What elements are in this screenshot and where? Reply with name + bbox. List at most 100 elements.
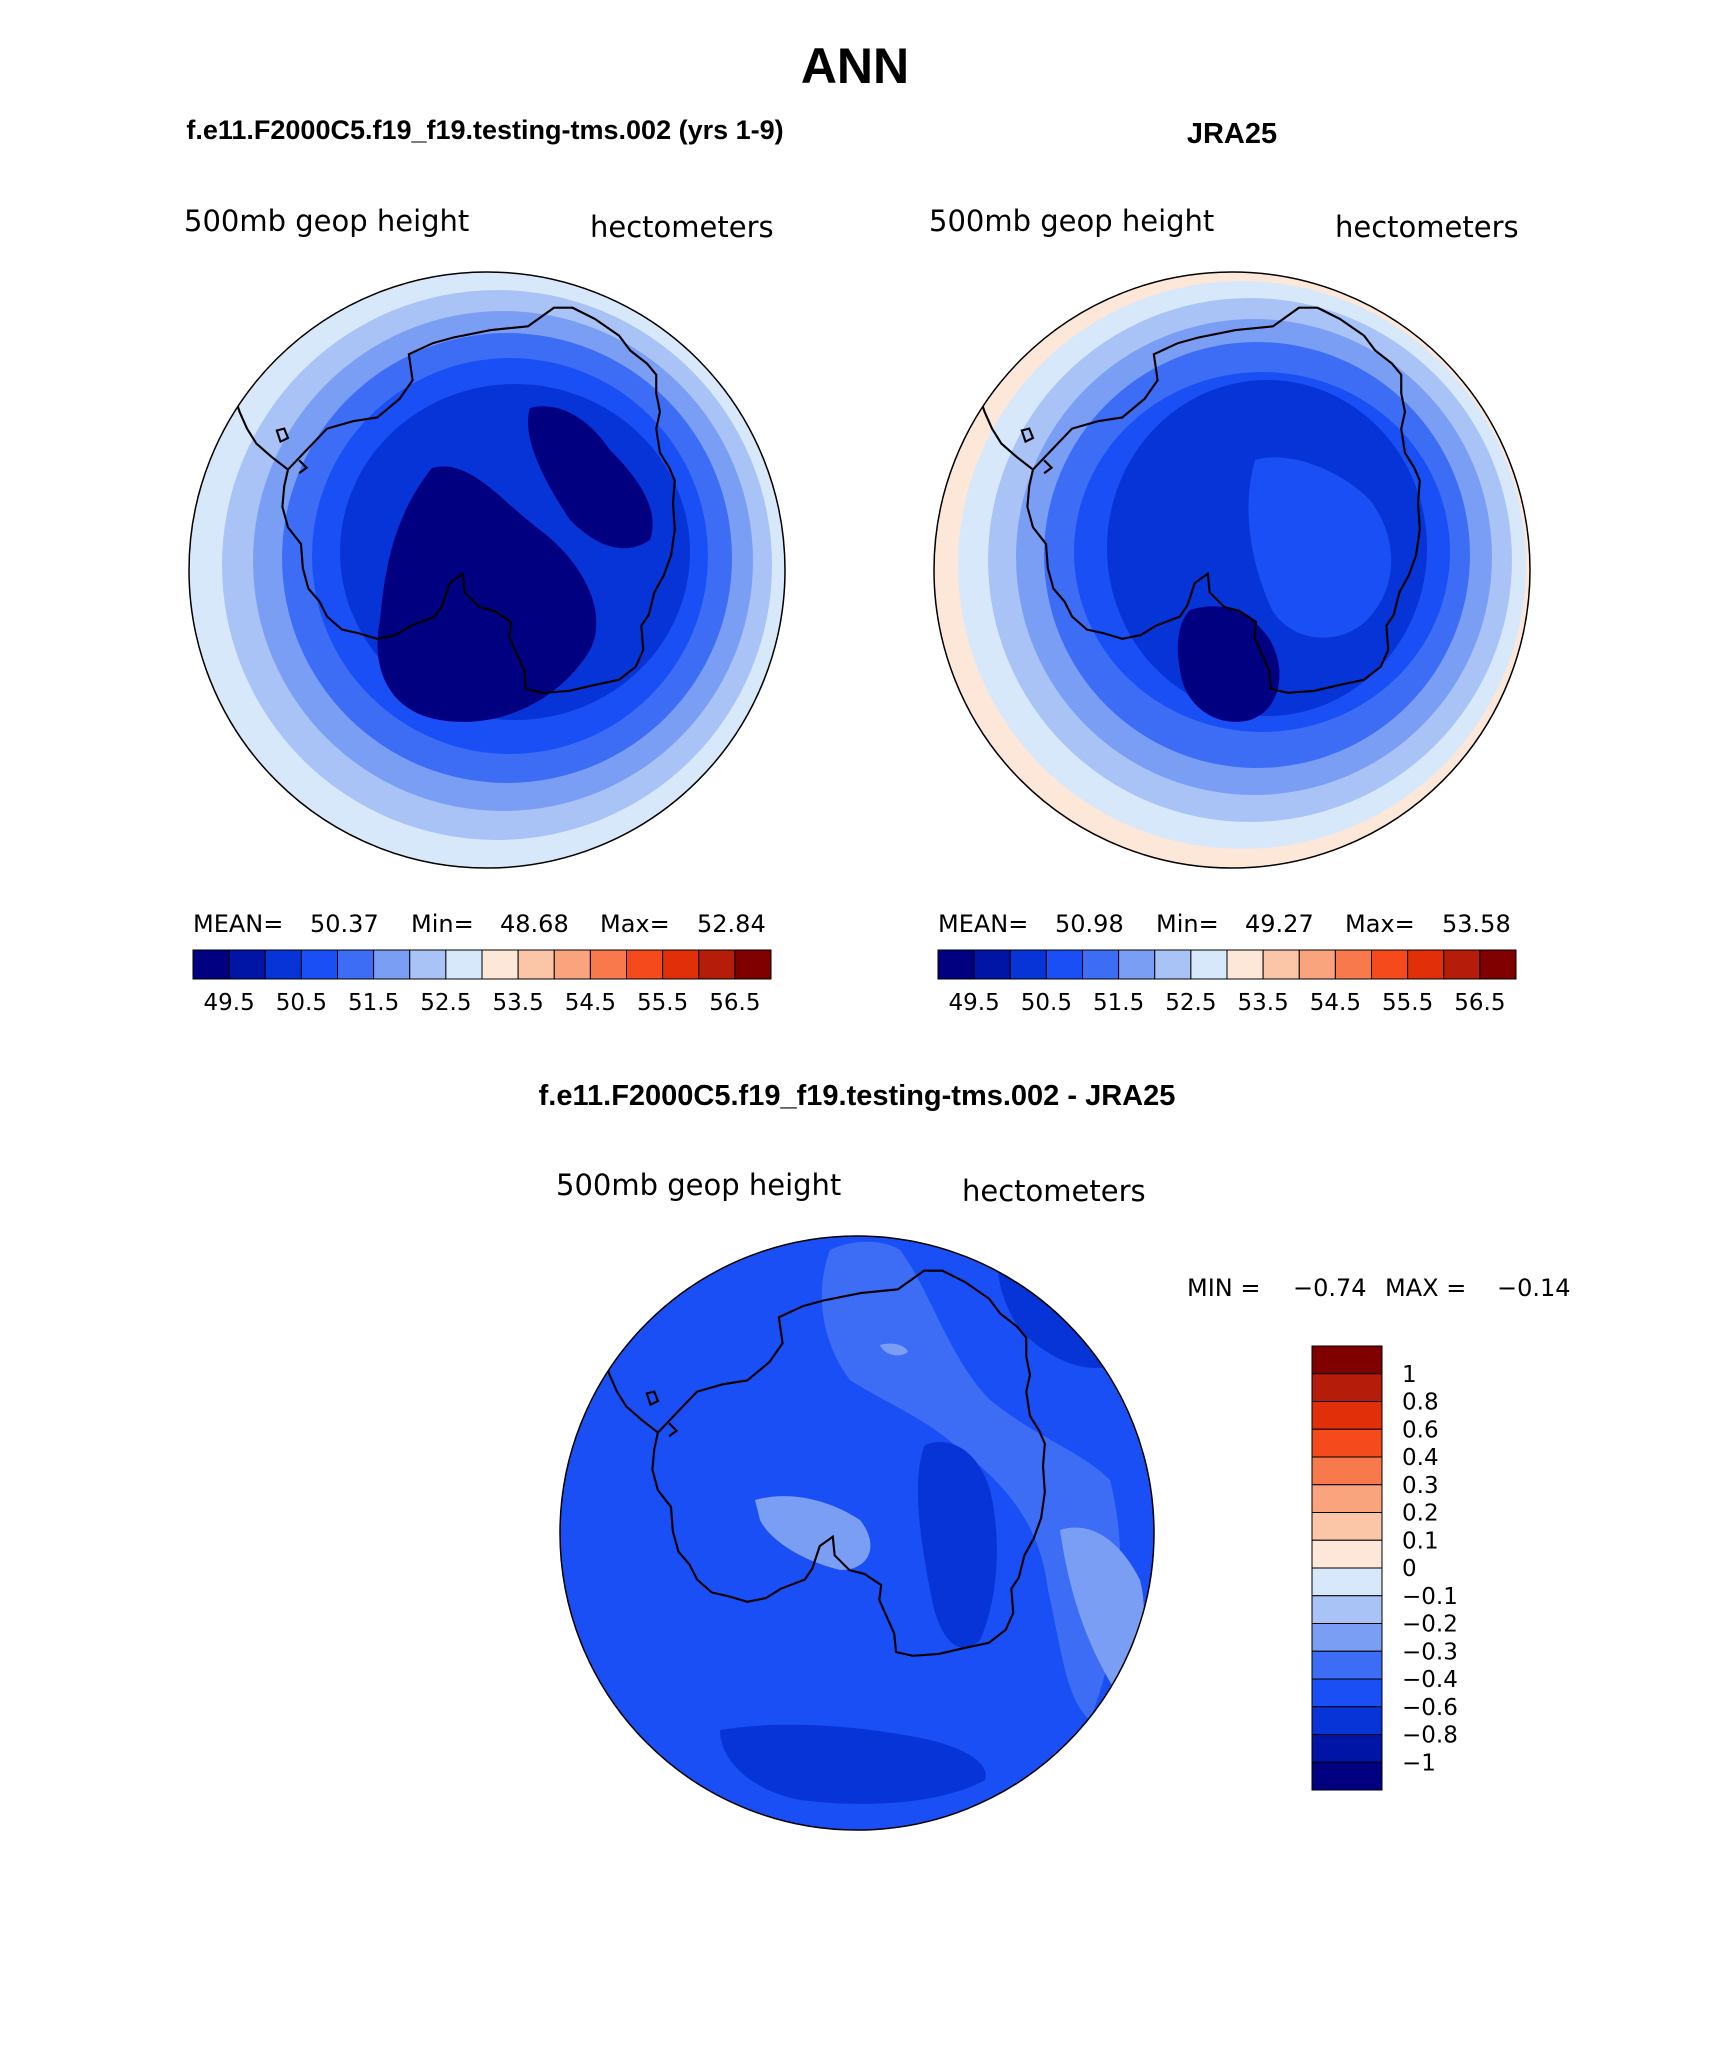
model-variable-label: 500mb geop height	[184, 204, 469, 238]
diff-panel-title: f.e11.F2000C5.f19_f19.testing-tms.002 - …	[539, 1080, 1176, 1112]
diff-minmax: MIN = −0.74 MAX = −0.14	[1187, 1274, 1571, 1302]
model-colorbar-swatch	[300, 949, 338, 980]
obs-colorbar-tick-label: 54.5	[1310, 990, 1361, 1016]
model-polar-map	[189, 272, 785, 868]
obs-colorbar-tick-label: 52.5	[1165, 990, 1216, 1016]
obs-colorbar-swatch	[1407, 949, 1445, 980]
obs-colorbar-swatch	[1118, 949, 1156, 980]
diff-colorbar-swatch	[1311, 1706, 1383, 1735]
obs-colorbar-tick-label: 49.5	[949, 990, 1000, 1016]
diff-colorbar-swatch	[1311, 1373, 1383, 1402]
model-colorbar-tick-label: 49.5	[204, 990, 255, 1016]
model-colorbar-tick-label: 52.5	[420, 990, 471, 1016]
model-colorbar-tick-label: 54.5	[565, 990, 616, 1016]
obs-colorbar-swatch	[973, 949, 1011, 980]
model-colorbar-swatch	[192, 949, 230, 980]
diff-colorbar-tick-label: −0.6	[1402, 1695, 1458, 1721]
obs-mean-value: 50.98	[1055, 910, 1124, 938]
model-colorbar-swatch	[589, 949, 627, 980]
obs-min-value: 49.27	[1245, 910, 1314, 938]
obs-colorbar: 49.5 50.5 51.5 52.5 53.5 54.5 55.5 56.5	[937, 949, 1517, 1016]
diff-colorbar-swatch	[1311, 1595, 1383, 1624]
model-stats: MEAN= 50.37 Min= 48.68 Max= 52.84	[193, 910, 766, 938]
model-colorbar-tick-label: 55.5	[637, 990, 688, 1016]
model-colorbar-tick-label: 50.5	[276, 990, 327, 1016]
diff-colorbar-swatch	[1311, 1401, 1383, 1430]
diff-colorbar-tick-label: 0	[1402, 1556, 1417, 1582]
obs-colorbar-tick-label: 51.5	[1093, 990, 1144, 1016]
diff-colorbar-tick-label: −0.2	[1402, 1612, 1458, 1638]
diff-colorbar-swatch	[1311, 1345, 1383, 1375]
obs-colorbar-tick-label: 53.5	[1238, 990, 1289, 1016]
obs-colorbar-swatch	[1045, 949, 1083, 980]
obs-colorbar-swatch	[1334, 949, 1372, 980]
diff-colorbar-swatch	[1311, 1678, 1383, 1708]
model-colorbar-swatch	[517, 949, 555, 980]
diff-colorbar-tick-label: −0.3	[1402, 1639, 1458, 1665]
diff-colorbar-tick-label: 0.1	[1402, 1528, 1439, 1554]
obs-colorbar-swatch	[1371, 949, 1409, 980]
model-colorbar-swatch	[373, 949, 411, 980]
obs-colorbar-tick-label: 50.5	[1021, 990, 1072, 1016]
obs-colorbar-tick-label: 56.5	[1454, 990, 1505, 1016]
obs-colorbar-swatch	[1262, 949, 1300, 980]
diff-colorbar: 10.80.60.40.30.20.10−0.1−0.2−0.3−0.4−0.6…	[1311, 1345, 1458, 1791]
model-colorbar-tick-label: 56.5	[709, 990, 760, 1016]
model-colorbar-swatch	[662, 949, 700, 980]
diff-colorbar-swatch	[1311, 1623, 1383, 1652]
diff-max-label: MAX =	[1385, 1274, 1466, 1302]
obs-colorbar-swatch	[937, 949, 975, 980]
model-colorbar-swatch	[337, 949, 375, 980]
model-colorbar-tick-label: 53.5	[493, 990, 544, 1016]
diff-min-label: MIN =	[1187, 1274, 1260, 1302]
diff-colorbar-tick-label: −0.8	[1402, 1723, 1458, 1749]
model-colorbar-tick-label: 51.5	[348, 990, 399, 1016]
diff-colorbar-swatch	[1311, 1539, 1383, 1569]
diff-colorbar-tick-label: 0.4	[1402, 1445, 1439, 1471]
diff-colorbar-swatch	[1311, 1734, 1383, 1763]
diff-map-border	[559, 1235, 1155, 1831]
diff-colorbar-tick-label: 1	[1402, 1362, 1417, 1388]
model-colorbar-swatch	[734, 949, 772, 980]
obs-colorbar-swatch	[1479, 949, 1517, 980]
model-mean-label: MEAN=	[193, 910, 283, 938]
model-colorbar-swatch	[553, 949, 591, 980]
model-colorbar-swatch	[264, 949, 302, 980]
obs-units-label: hectometers	[1335, 210, 1519, 244]
obs-polar-map	[934, 272, 1530, 868]
diff-colorbar-tick-label: 0.8	[1402, 1390, 1439, 1416]
diff-colorbar-swatch	[1311, 1761, 1383, 1791]
obs-max-value: 53.58	[1442, 910, 1511, 938]
obs-colorbar-swatch	[1009, 949, 1047, 980]
obs-mean-label: MEAN=	[938, 910, 1028, 938]
model-min-label: Min=	[411, 910, 474, 938]
diff-colorbar-tick-label: 0.6	[1402, 1417, 1439, 1443]
obs-colorbar-swatch	[1298, 949, 1336, 980]
obs-colorbar-swatch	[1226, 949, 1264, 980]
diff-max-value: −0.14	[1497, 1274, 1571, 1302]
diff-colorbar-tick-label: −0.1	[1402, 1584, 1458, 1610]
obs-colorbar-swatch	[1082, 949, 1120, 980]
obs-variable-label: 500mb geop height	[929, 204, 1214, 238]
model-colorbar-swatch	[445, 949, 483, 980]
obs-colorbar-swatch	[1154, 949, 1192, 980]
model-colorbar-swatch	[409, 949, 447, 980]
model-colorbar-swatch	[698, 949, 736, 980]
main-title: ANN	[801, 38, 909, 94]
diff-min-value: −0.74	[1293, 1274, 1367, 1302]
diff-colorbar-swatch	[1311, 1512, 1383, 1541]
model-colorbar-swatch	[228, 949, 266, 980]
model-units-label: hectometers	[590, 210, 774, 244]
diff-colorbar-swatch	[1311, 1484, 1383, 1513]
model-panel-title: f.e11.F2000C5.f19_f19.testing-tms.002 (y…	[186, 115, 783, 145]
obs-map-border	[933, 271, 1531, 869]
diff-colorbar-tick-label: −1	[1402, 1750, 1436, 1776]
model-map-border	[188, 271, 786, 869]
diff-colorbar-swatch	[1311, 1428, 1383, 1458]
model-colorbar-swatch	[626, 949, 664, 980]
obs-min-label: Min=	[1156, 910, 1219, 938]
obs-max-label: Max=	[1345, 910, 1415, 938]
diff-colorbar-swatch	[1311, 1567, 1383, 1597]
obs-stats: MEAN= 50.98 Min= 49.27 Max= 53.58	[938, 910, 1511, 938]
